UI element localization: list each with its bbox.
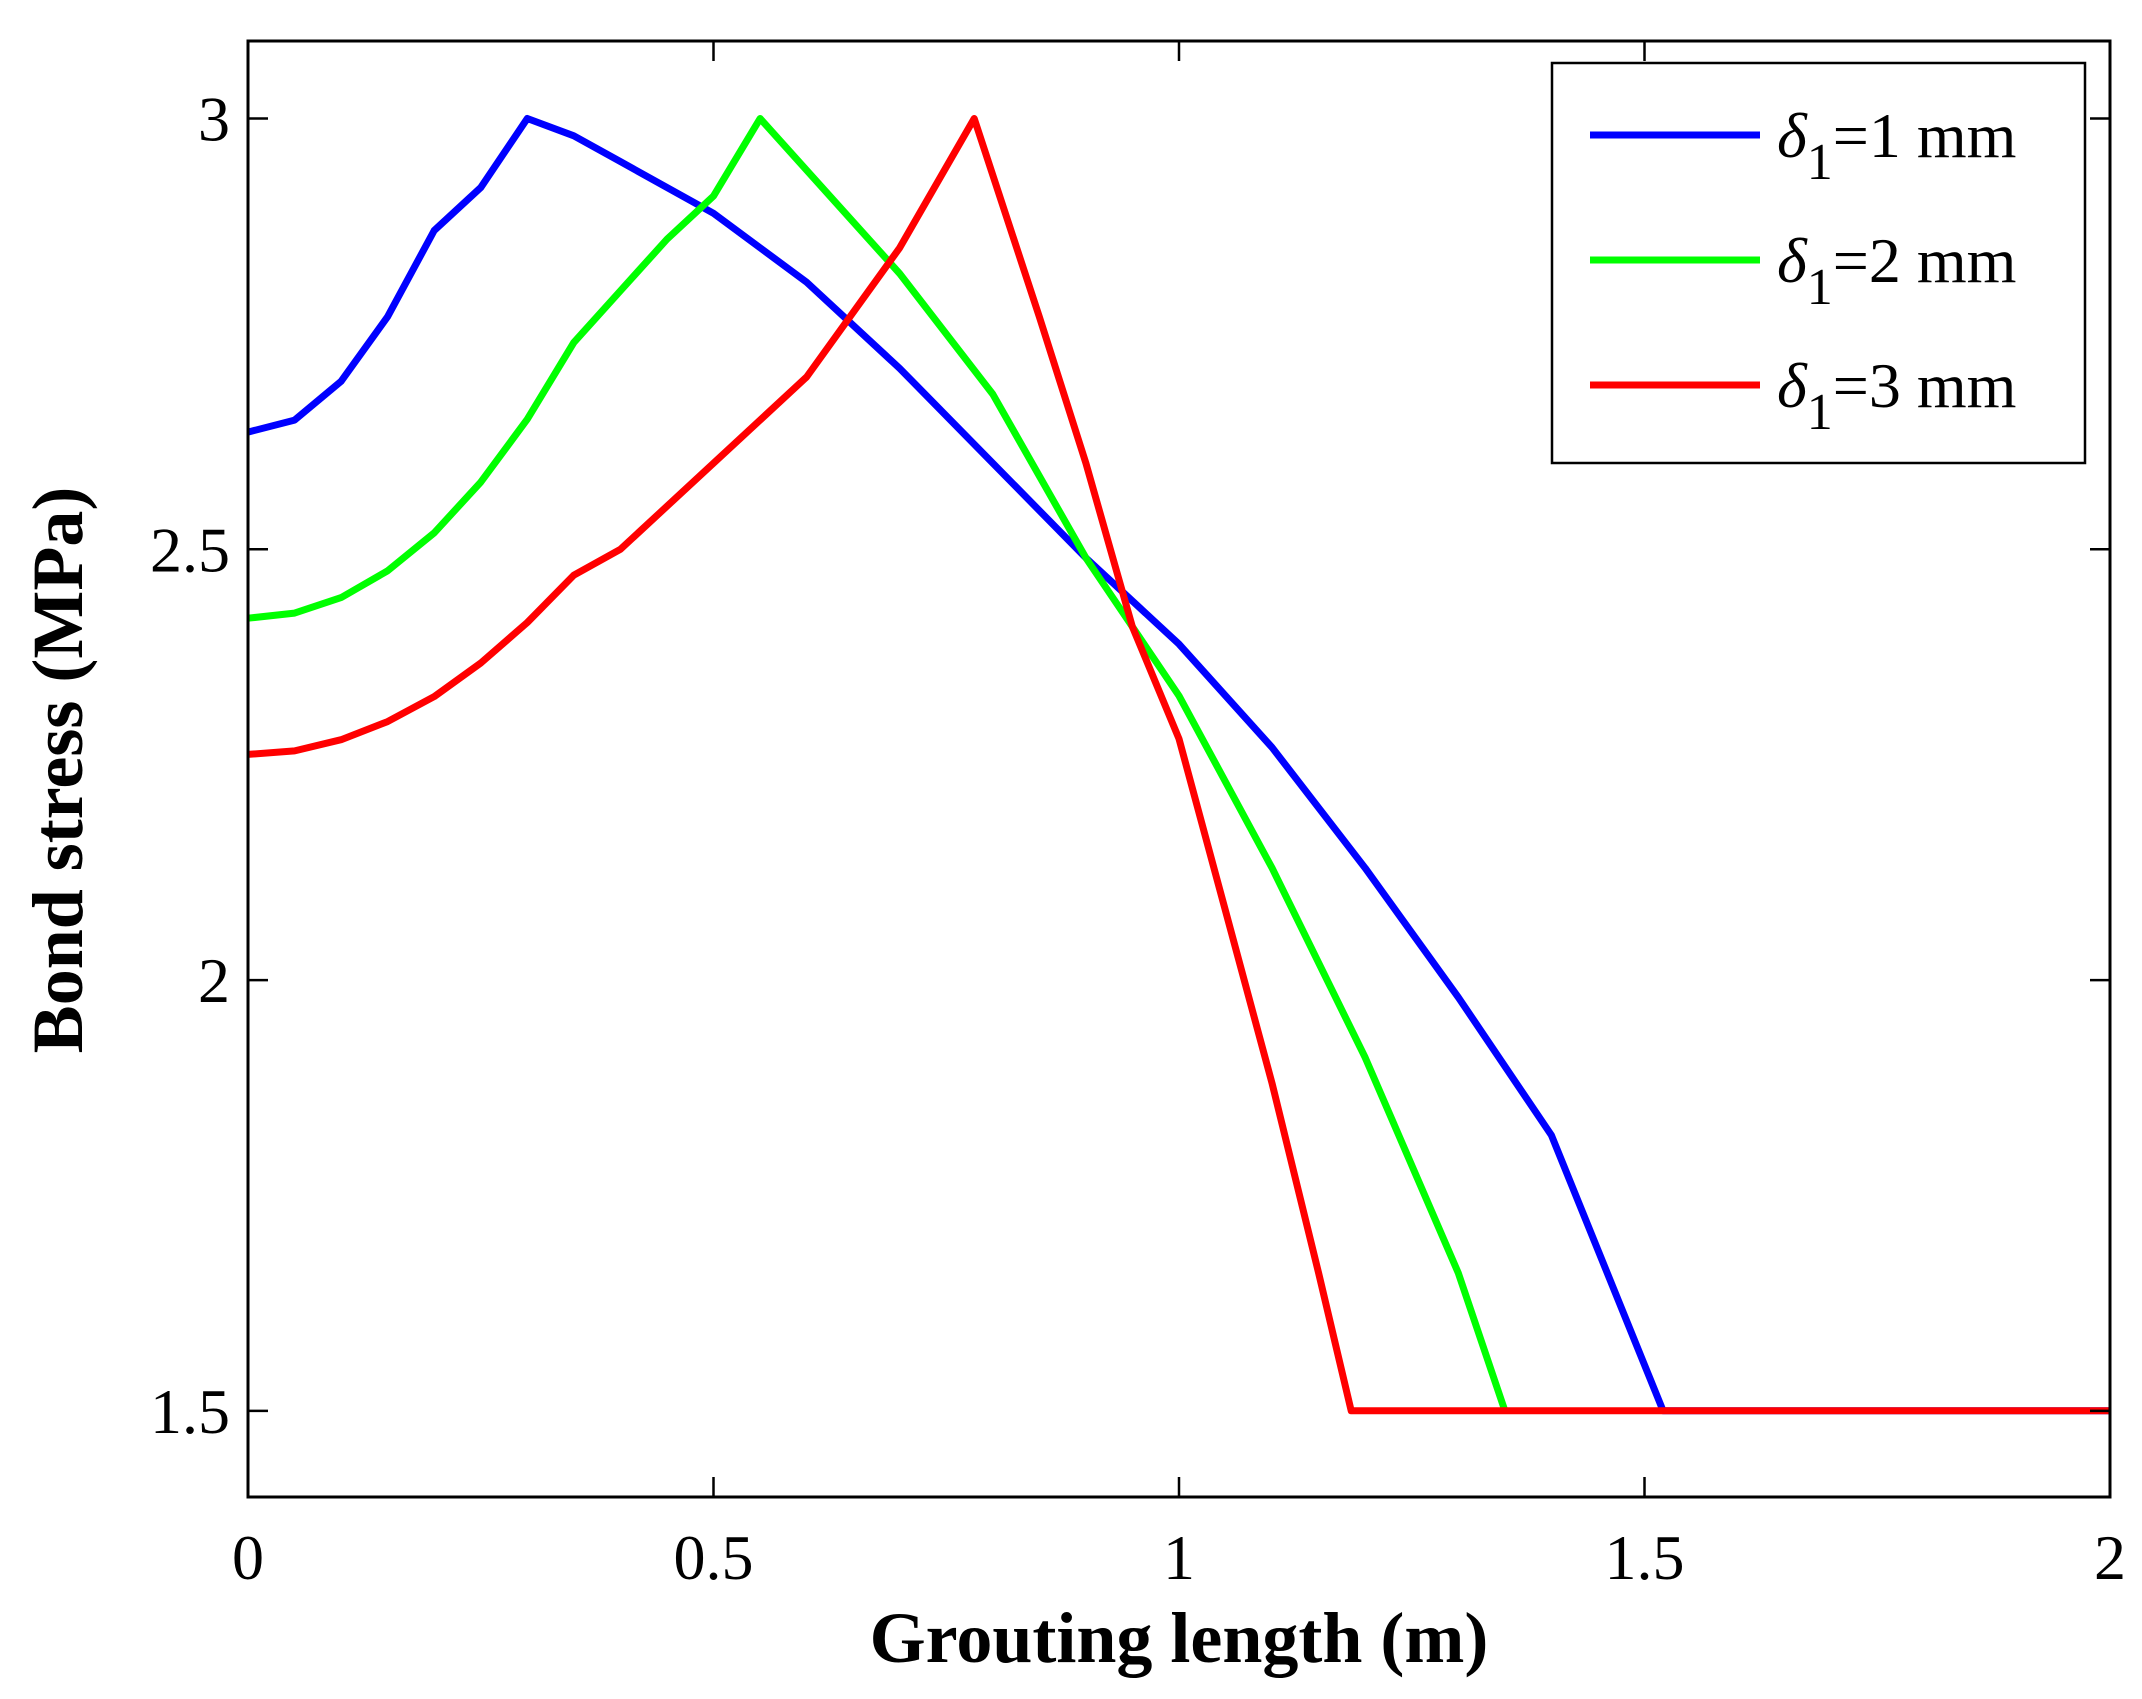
x-axis-ticks: 0 0.5 1 1.5 2: [232, 41, 2126, 1593]
x-tick-label: 2: [2094, 1522, 2126, 1593]
x-tick-label: 0: [232, 1522, 264, 1593]
y-tick-label: 2: [198, 945, 230, 1016]
series-line-2: [247, 115, 1509, 1412]
y-axis-title: Bond stress (MPa): [18, 487, 98, 1054]
series-layer: [247, 115, 2110, 1415]
y-tick-label: 3: [198, 84, 230, 155]
x-axis-title: Grouting length (m): [870, 1598, 1489, 1678]
legend-label-2: δ1=2 mm: [1777, 225, 2016, 316]
x-tick-label: 1: [1163, 1522, 1195, 1593]
x-tick-label: 1.5: [1605, 1522, 1685, 1593]
y-tick-label: 1.5: [150, 1376, 230, 1447]
legend: δ1=1 mm δ1=2 mm δ1=3 mm: [1550, 61, 2087, 465]
y-axis-ticks: 1.5 2 2.5 3: [150, 84, 2110, 1447]
legend-label-1: δ1=1 mm: [1777, 100, 2016, 191]
y-tick-label: 2.5: [150, 514, 230, 585]
series-line-1: [247, 115, 2110, 1415]
series-line-3: [247, 115, 2110, 1415]
legend-label-3: δ1=3 mm: [1777, 350, 2016, 441]
x-tick-label: 0.5: [674, 1522, 754, 1593]
